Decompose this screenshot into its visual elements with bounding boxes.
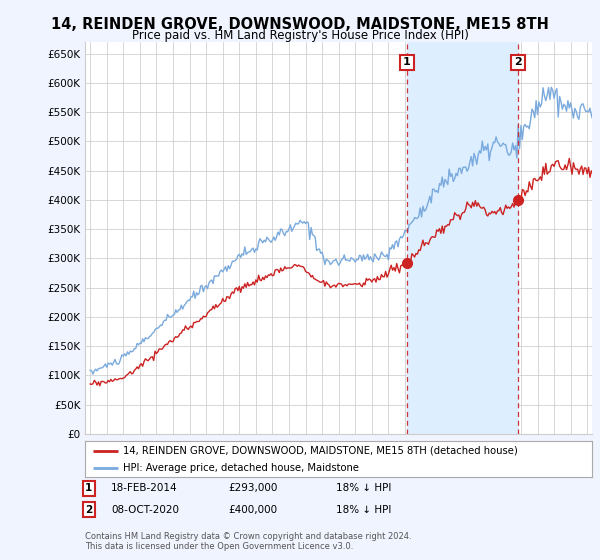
Text: £293,000: £293,000	[228, 483, 277, 493]
Text: Contains HM Land Registry data © Crown copyright and database right 2024.
This d: Contains HM Land Registry data © Crown c…	[85, 532, 412, 552]
Text: £400,000: £400,000	[228, 505, 277, 515]
Bar	[407, 42, 518, 434]
Text: HPI: Average price, detached house, Maidstone: HPI: Average price, detached house, Maid…	[123, 463, 359, 473]
Text: 18% ↓ HPI: 18% ↓ HPI	[336, 483, 391, 493]
Text: 2: 2	[85, 505, 92, 515]
Text: 18-FEB-2014: 18-FEB-2014	[111, 483, 178, 493]
Text: 14, REINDEN GROVE, DOWNSWOOD, MAIDSTONE, ME15 8TH (detached house): 14, REINDEN GROVE, DOWNSWOOD, MAIDSTONE,…	[123, 446, 518, 456]
Text: 18% ↓ HPI: 18% ↓ HPI	[336, 505, 391, 515]
Text: 2: 2	[514, 58, 522, 67]
Text: 14, REINDEN GROVE, DOWNSWOOD, MAIDSTONE, ME15 8TH: 14, REINDEN GROVE, DOWNSWOOD, MAIDSTONE,…	[51, 17, 549, 32]
Text: Price paid vs. HM Land Registry's House Price Index (HPI): Price paid vs. HM Land Registry's House …	[131, 29, 469, 42]
Text: 1: 1	[85, 483, 92, 493]
Text: 08-OCT-2020: 08-OCT-2020	[111, 505, 179, 515]
Text: 1: 1	[403, 58, 411, 67]
